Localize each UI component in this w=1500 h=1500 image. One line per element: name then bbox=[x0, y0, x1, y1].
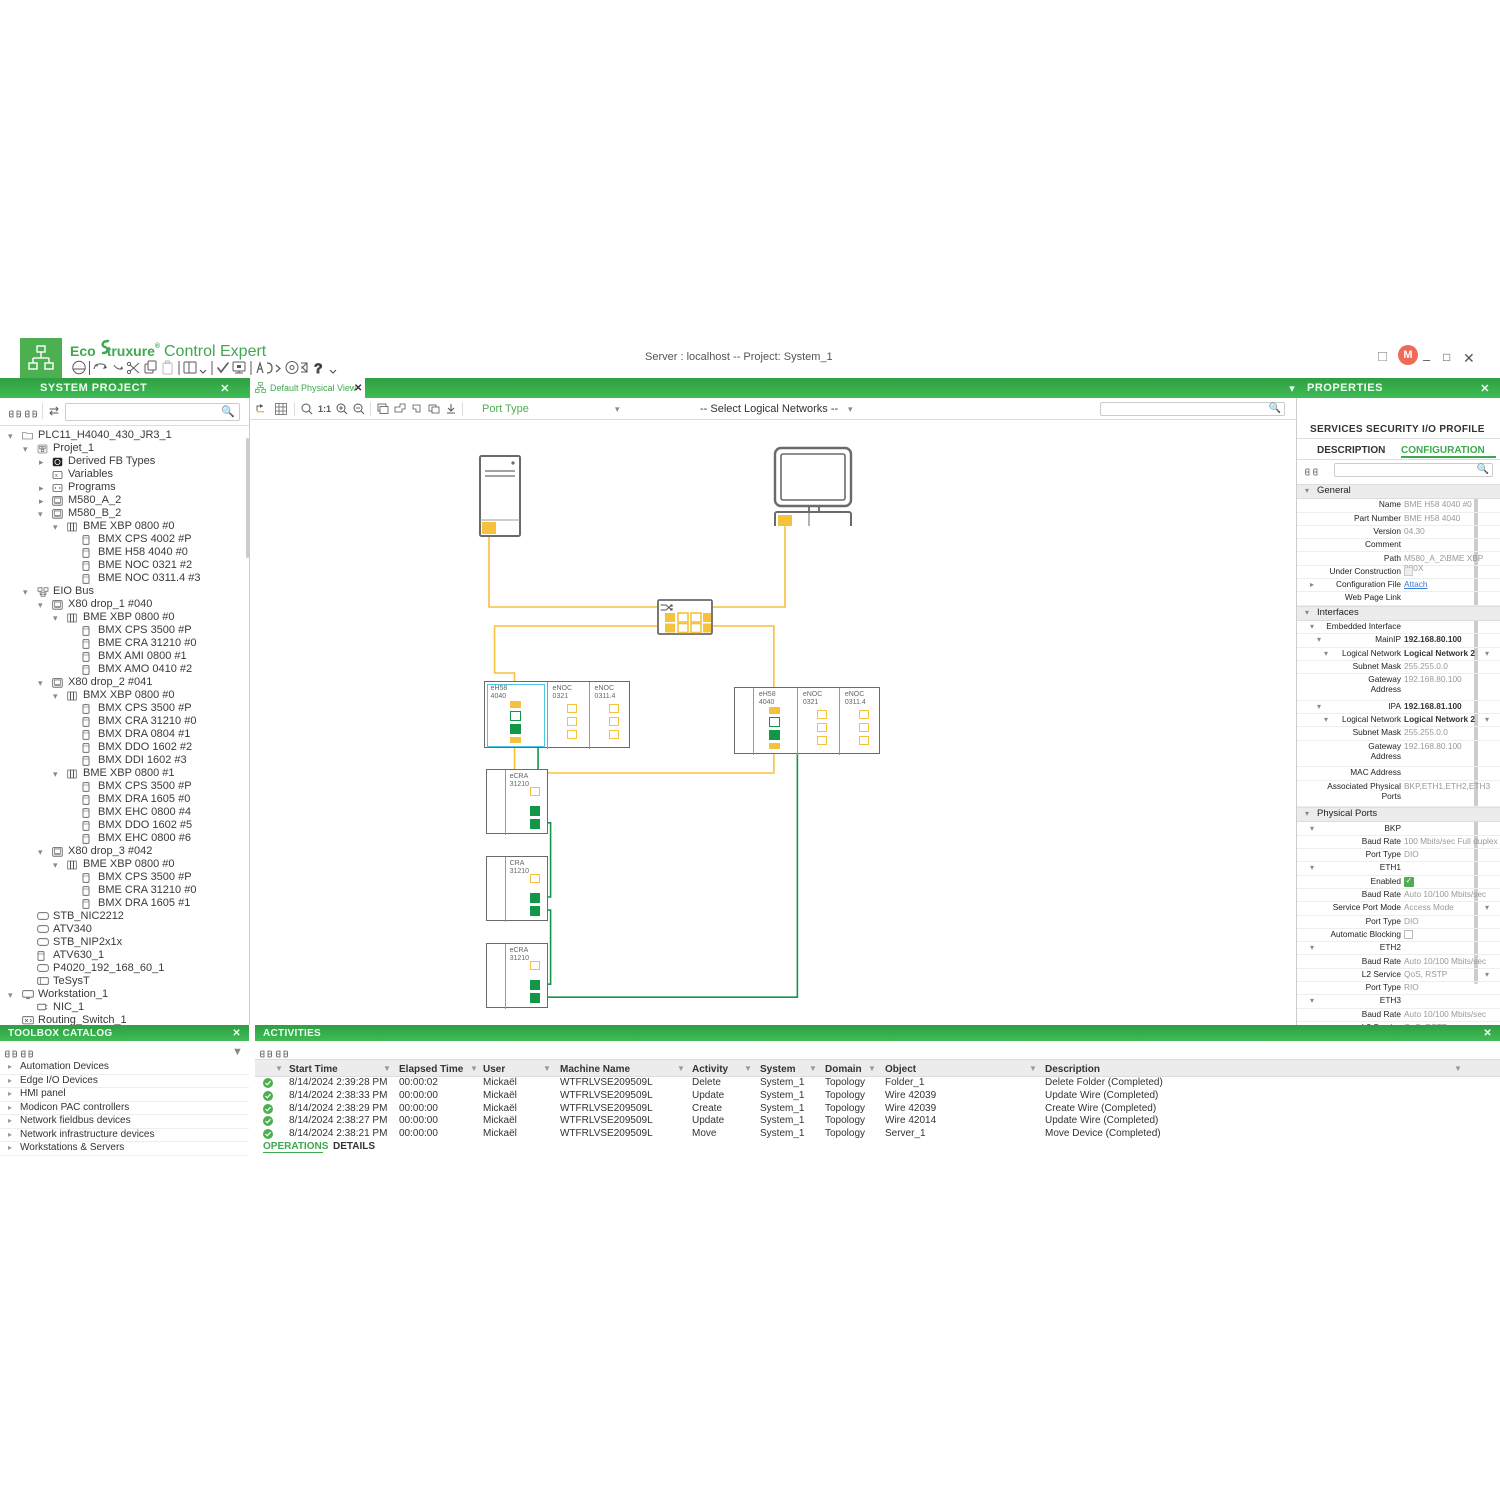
svg-text:?: ? bbox=[314, 360, 323, 376]
svg-text:x: x bbox=[55, 473, 58, 479]
